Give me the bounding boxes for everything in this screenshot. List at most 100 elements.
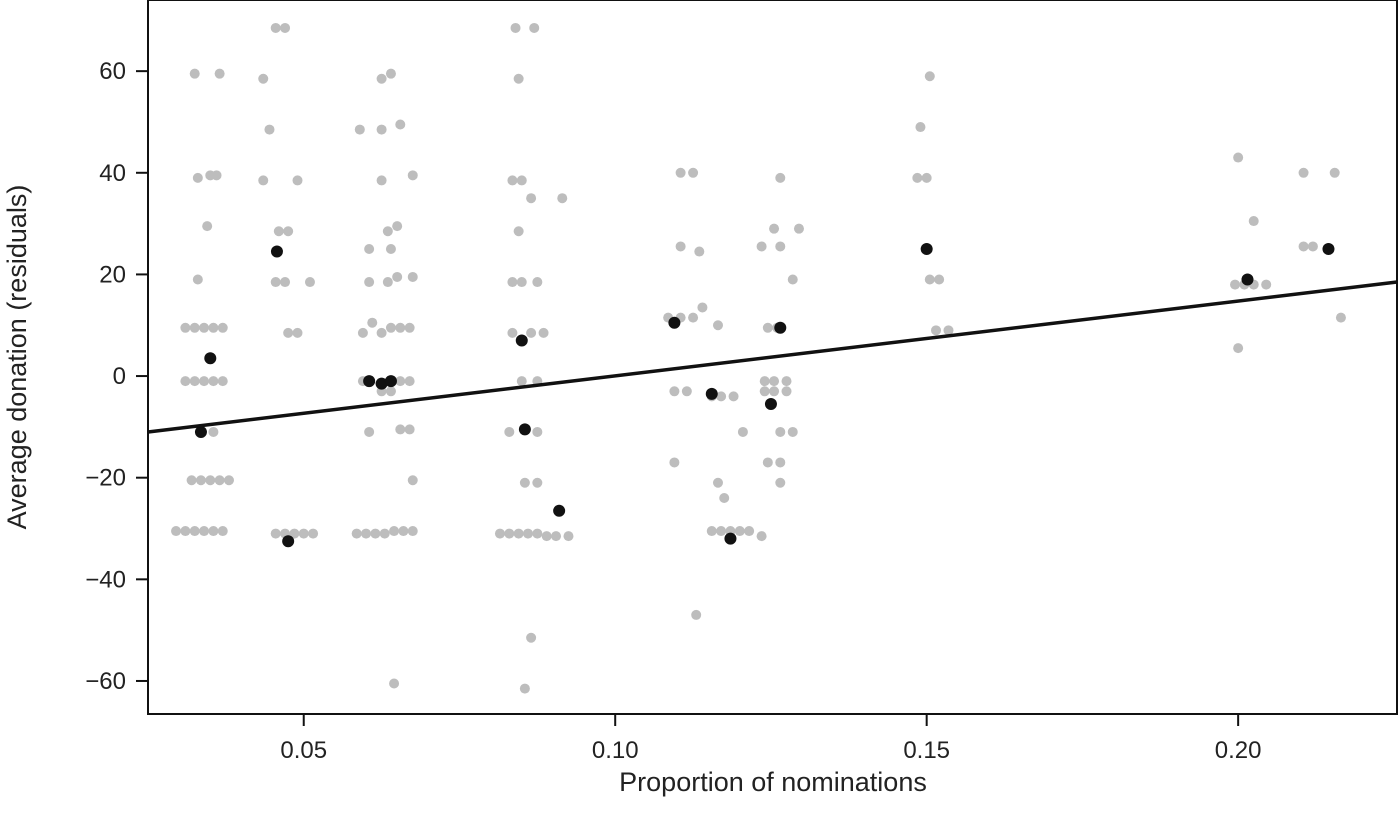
individual-point [407,271,418,282]
mean-point [764,398,777,411]
individual-point [526,632,537,643]
individual-point [924,71,935,82]
individual-point [382,226,393,237]
individual-point [1307,241,1318,252]
individual-point [385,68,396,79]
individual-point [223,475,234,486]
individual-point [931,325,942,336]
individual-point [205,475,216,486]
individual-point [519,683,530,694]
individual-point [392,271,403,282]
individual-point [507,175,518,186]
individual-point [398,526,409,537]
individual-point [1298,167,1309,178]
individual-point [744,526,755,537]
individual-point [734,526,745,537]
individual-point [513,528,524,539]
mean-point [375,377,388,390]
individual-point [526,193,537,204]
individual-point [538,327,549,338]
individual-point [407,170,418,181]
individual-point [308,528,319,539]
individual-point [404,322,415,333]
y-tick-label: 40 [99,160,126,187]
individual-point [775,426,786,437]
individual-point [208,322,219,333]
x-tick-label: 0.05 [280,737,327,764]
individual-point [675,241,686,252]
mean-point [774,321,787,334]
individual-point [214,475,225,486]
individual-point [504,528,515,539]
individual-point [759,376,770,387]
individual-point [385,322,396,333]
individual-point [675,167,686,178]
individual-point [258,73,269,84]
individual-point [217,526,228,537]
individual-point [214,68,225,79]
individual-point [694,246,705,257]
mean-point [384,375,397,388]
individual-point [1261,279,1272,290]
mean-point [1241,273,1254,286]
individual-point [787,426,798,437]
mean-point [518,423,531,436]
individual-point [395,424,406,435]
individual-point [769,386,780,397]
individual-point [943,325,954,336]
mean-point [282,535,295,548]
individual-point [712,320,723,331]
individual-point [407,526,418,537]
individual-point [395,119,406,130]
individual-point [376,124,387,135]
individual-point [716,391,727,402]
individual-point [364,426,375,437]
individual-point [304,277,315,288]
individual-point [379,528,390,539]
individual-point [793,223,804,234]
individual-point [669,386,680,397]
y-tick-label: −60 [85,668,126,695]
individual-point [522,528,533,539]
individual-point [180,526,191,537]
individual-point [681,386,692,397]
individual-point [180,322,191,333]
individual-point [759,386,770,397]
individual-point [270,277,281,288]
individual-point [385,386,396,397]
individual-point [354,124,365,135]
individual-point [208,526,219,537]
y-tick-label: 20 [99,261,126,288]
individual-point [280,277,291,288]
mean-point [705,387,718,400]
individual-point [199,526,210,537]
individual-point [376,175,387,186]
individual-point [775,172,786,183]
individual-point [270,22,281,33]
individual-point [775,457,786,468]
axis-ticks: 0.05 0.10 0.15 0.20 60 40 20 0 −20 −40 −60 [85,58,1261,764]
individual-point [199,376,210,387]
individual-point [781,376,792,387]
individual-point [211,170,222,181]
individual-point [395,376,406,387]
individual-point [688,312,699,323]
individual-point [364,277,375,288]
individual-point [389,678,400,689]
mean-point [1322,243,1335,256]
x-axis-title: Proportion of nominations [619,767,927,797]
individual-point [532,477,543,488]
y-tick-label: 60 [99,58,126,85]
individual-point [370,528,381,539]
individual-point [737,426,748,437]
individual-point [716,526,727,537]
mean-point [920,243,933,256]
individual-point [507,277,518,288]
individual-point [195,475,206,486]
individual-point [289,528,300,539]
individual-point [728,391,739,402]
y-axis-title: Average donation (residuals) [2,185,32,530]
individual-point [258,175,269,186]
individual-point [192,172,203,183]
